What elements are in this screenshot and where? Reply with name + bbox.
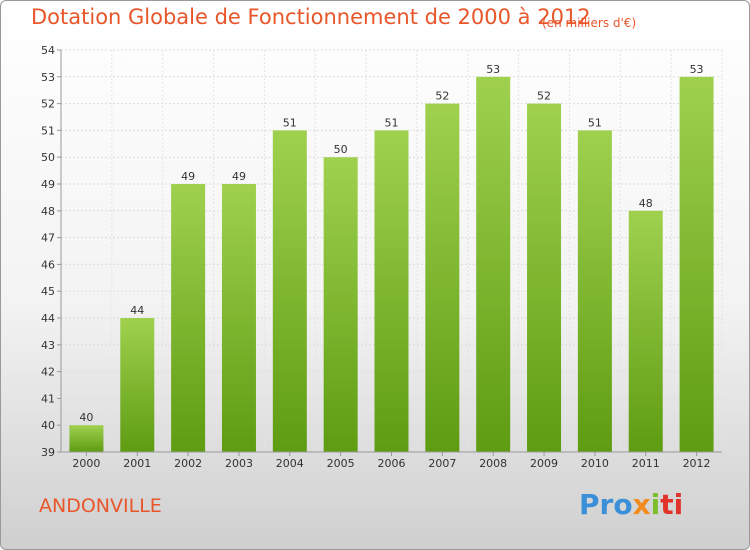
bar-value-label: 52 [435, 90, 449, 103]
y-tick-label: 48 [41, 205, 55, 218]
commune-name: ANDONVILLE [39, 495, 162, 517]
x-tick-label: 2012 [683, 457, 711, 470]
bar [171, 184, 206, 452]
y-tick-label: 46 [41, 258, 55, 271]
grid-lines [60, 49, 723, 453]
bar-value-label: 40 [79, 411, 93, 424]
bar-value-label: 50 [334, 143, 348, 156]
bar [527, 103, 562, 452]
bar-value-label: 49 [232, 170, 246, 183]
axes: 39 40 41 42 43 44 45 46 47 48 49 50 51 52 53 54 2000 2001… [41, 44, 722, 470]
x-tick-label: 2006 [378, 457, 406, 470]
y-tick-label: 39 [41, 446, 55, 459]
bar-value-label: 51 [588, 116, 602, 129]
y-tick-label: 49 [41, 178, 55, 191]
bar-value-label: 52 [537, 90, 551, 103]
bar-value-label: 48 [639, 197, 653, 210]
bar [679, 76, 714, 453]
bar-value-label: 53 [690, 63, 704, 76]
x-tick-label: 2010 [581, 457, 609, 470]
chart-title: Dotation Globale de Fonctionnement de 20… [31, 5, 591, 29]
x-tick-label: 2005 [327, 457, 355, 470]
bar [69, 425, 104, 452]
y-tick-label: 52 [41, 98, 55, 111]
bar [272, 130, 307, 452]
y-tick-label: 44 [41, 312, 55, 325]
chart-subtitle: (en milliers d'€) [542, 16, 637, 30]
bar-value-label: 49 [181, 170, 195, 183]
y-tick-label: 51 [41, 124, 55, 137]
logo-part-ti: ti [660, 488, 684, 521]
bar [577, 130, 612, 452]
x-tick-label: 2007 [428, 457, 456, 470]
x-tick-label: 2008 [479, 457, 507, 470]
bar [628, 210, 663, 452]
y-tick-label: 50 [41, 151, 55, 164]
bar [221, 184, 256, 452]
bar [120, 318, 155, 452]
y-tick-label: 40 [41, 419, 55, 432]
bar-value-label: 44 [130, 304, 144, 317]
x-tick-label: 2011 [632, 457, 660, 470]
proxiti-logo: Proxiti [579, 488, 683, 521]
y-tick-label: 53 [41, 71, 55, 84]
x-tick-label: 2009 [530, 457, 558, 470]
x-tick-label: 2003 [225, 457, 253, 470]
bars: 40 44 49 49 51 50 51 52 53 52 51 48 53 [69, 63, 714, 453]
bar [374, 130, 409, 452]
logo-part-x: x [632, 488, 651, 521]
bar [425, 103, 460, 452]
y-tick-label: 45 [41, 285, 55, 298]
x-tick-label: 2001 [123, 457, 151, 470]
y-tick-label: 42 [41, 366, 55, 379]
bar [323, 157, 358, 452]
x-tick-label: 2000 [72, 457, 100, 470]
y-tick-label: 43 [41, 339, 55, 352]
bar-value-label: 53 [486, 63, 500, 76]
bar-value-label: 51 [385, 116, 399, 129]
x-tick-label: 2002 [174, 457, 202, 470]
y-tick-label: 54 [41, 44, 55, 57]
bar [476, 76, 511, 453]
logo-part-i: i [650, 488, 661, 521]
bar-value-label: 51 [283, 116, 297, 129]
y-tick-label: 41 [41, 392, 55, 405]
logo-part-pro: Pro [579, 488, 633, 521]
y-tick-label: 47 [41, 232, 55, 245]
x-tick-label: 2004 [276, 457, 304, 470]
